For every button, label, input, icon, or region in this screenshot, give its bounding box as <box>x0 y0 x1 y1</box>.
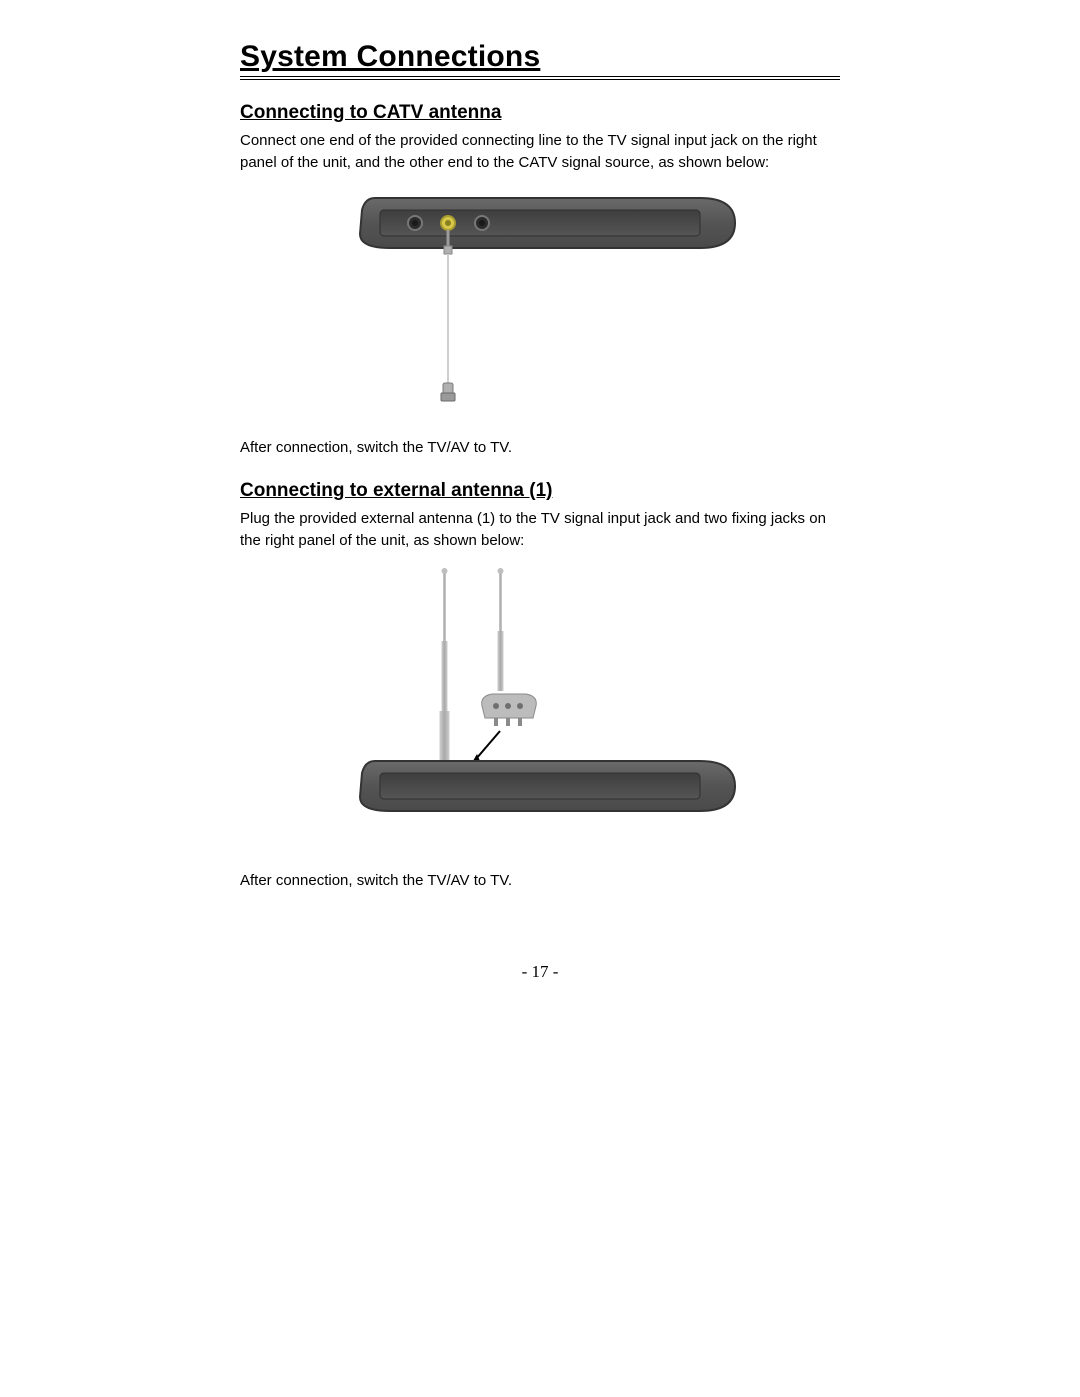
section-heading-catv: Connecting to CATV antenna <box>240 102 840 124</box>
document-page: System Connections Connecting to CATV an… <box>0 0 1080 1022</box>
figure-external-antenna <box>240 566 840 846</box>
section-heading-ext: Connecting to external antenna (1) <box>240 480 840 502</box>
catv-diagram <box>340 188 740 408</box>
figure-catv <box>240 188 840 413</box>
section-body-catv: Connect one end of the provided connecti… <box>240 130 840 174</box>
section-after-ext: After connection, switch the TV/AV to TV… <box>240 870 840 892</box>
section-after-catv: After connection, switch the TV/AV to TV… <box>240 437 840 459</box>
external-antenna-diagram <box>340 566 740 841</box>
page-title: System Connections <box>240 40 840 74</box>
page-number: - 17 - <box>240 962 840 982</box>
section-body-ext: Plug the provided external antenna (1) t… <box>240 508 840 552</box>
title-block: System Connections <box>240 40 840 80</box>
